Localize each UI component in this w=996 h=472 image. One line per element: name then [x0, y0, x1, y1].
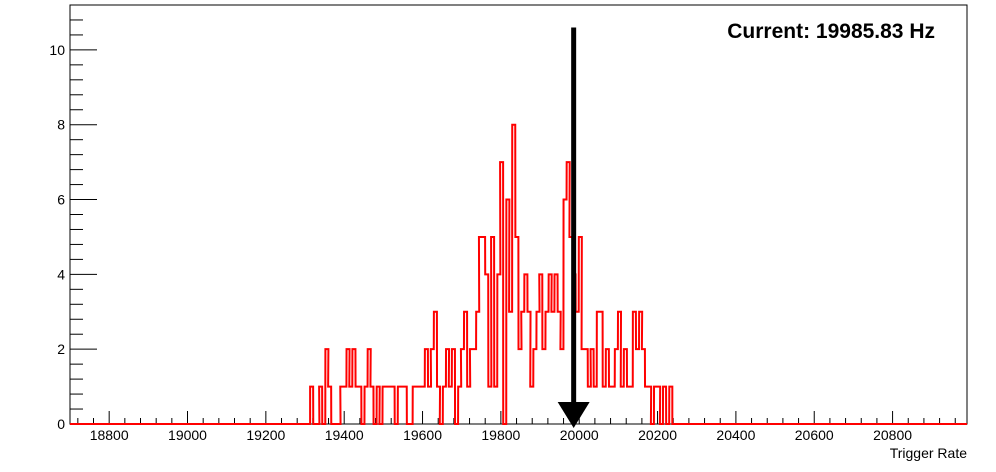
histogram-bin	[551, 312, 554, 424]
histogram-bin	[627, 387, 630, 424]
histogram-bin	[636, 349, 639, 424]
histogram-bin	[542, 349, 545, 424]
histogram-bin	[449, 387, 452, 424]
histogram-bin	[494, 387, 497, 424]
histogram-bin	[428, 387, 431, 424]
y-tick-label: 4	[57, 266, 65, 282]
y-tick-label: 6	[57, 192, 65, 208]
histogram-bin	[356, 387, 359, 424]
y-axis: 0 2 4 6 8 10	[49, 19, 97, 432]
y-tick-label: 2	[57, 341, 65, 357]
plot-frame	[69, 4, 968, 425]
histogram-outline	[70, 123, 967, 425]
y-tick-label: 10	[49, 42, 65, 58]
x-axis-title: Trigger Rate	[890, 445, 968, 461]
current-rate-label: Current: 19985.83 Hz	[727, 20, 935, 43]
x-tick-label: 20800	[873, 427, 912, 443]
histogram-bin	[630, 387, 633, 424]
y-tick-label: 0	[57, 416, 65, 432]
x-tick-label: 20400	[716, 427, 755, 443]
histogram-bin	[488, 387, 491, 424]
histogram-bin	[621, 387, 624, 424]
x-tick-label: 20200	[638, 427, 677, 443]
arrowhead-icon	[557, 402, 590, 428]
histogram-bin	[419, 387, 422, 424]
x-tick-label: 19400	[325, 427, 364, 443]
histogram-bin	[612, 387, 615, 424]
x-axis: 18800 19000 19200 19400 19600 19800 20000 20200…	[77, 411, 956, 443]
histogram-bin	[588, 387, 591, 424]
x-tick-label: 19000	[168, 427, 207, 443]
x-tick-label: 20000	[560, 427, 599, 443]
x-tick-label: 19800	[481, 427, 520, 443]
histogram-bin	[416, 387, 419, 424]
histogram-bin	[519, 349, 522, 424]
histogram-bin	[473, 349, 476, 424]
histogram-bin	[349, 387, 352, 424]
histogram-bin	[645, 387, 648, 424]
current-rate-arrow	[557, 27, 590, 428]
histogram-bin	[560, 349, 563, 424]
histogram-bin	[386, 387, 389, 424]
x-tick-label: 20600	[795, 427, 834, 443]
histogram-bin	[509, 312, 512, 424]
x-tick-label: 19600	[403, 427, 442, 443]
x-tick-label: 18800	[90, 427, 129, 443]
histogram-bin	[603, 387, 606, 424]
histogram-bin	[401, 387, 404, 424]
x-tick-label: 19200	[246, 427, 285, 443]
y-tick-label: 8	[57, 117, 65, 133]
